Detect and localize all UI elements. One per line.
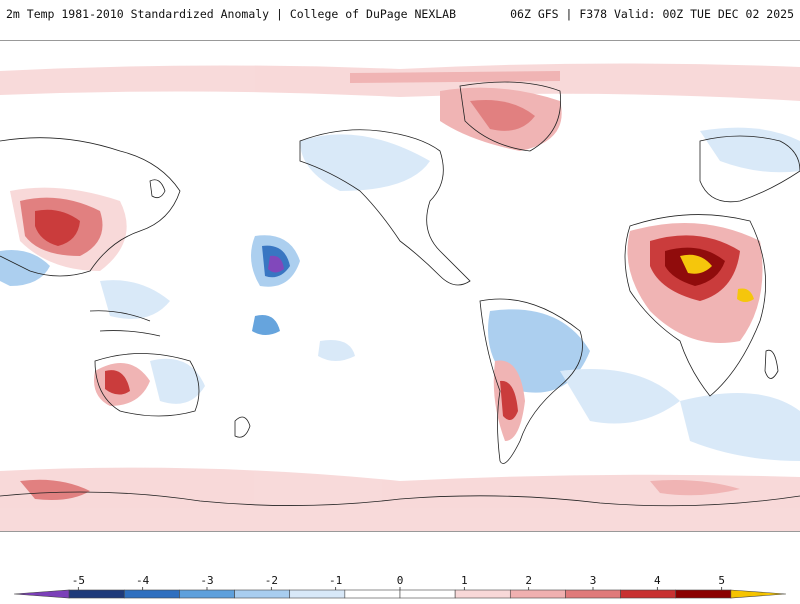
pacific-cool-peak (268, 255, 284, 273)
north-america-coast (299, 129, 471, 286)
arctic-warm-core (350, 71, 560, 83)
colorbar-tick-label: -3 (200, 574, 213, 587)
map-title: 2m Temp 1981-2010 Standardized Anomaly |… (6, 7, 457, 21)
coastlines (0, 81, 800, 507)
japan-coast (149, 179, 166, 199)
colorbar-tick-label: 3 (590, 574, 597, 587)
europe-coast (699, 135, 800, 203)
pacific-cool-3 (318, 340, 355, 361)
colorbar-segment (675, 589, 732, 599)
colorbar-tick-label: -4 (136, 574, 150, 587)
antarctic-core-west (20, 479, 90, 500)
canada-cool (300, 134, 430, 191)
colorbar-segment (234, 589, 291, 599)
colorbar-segment (620, 589, 677, 599)
colorbar-tick-label: 4 (654, 574, 661, 587)
colorbar-tick-label: -2 (265, 574, 278, 587)
madagascar-coast (764, 349, 779, 379)
antarctica-coast (0, 491, 800, 507)
anomaly-field (0, 63, 800, 531)
colorbar-tick-label: 2 (525, 574, 532, 587)
colorbar-segment (509, 589, 566, 599)
colorbar-segment (399, 589, 456, 599)
colorbar-tick-label: -5 (72, 574, 85, 587)
australia-cool (150, 358, 205, 404)
colorbar-tick-label: 0 (397, 574, 404, 587)
colorbar-segment (454, 589, 511, 599)
map-svg (0, 63, 800, 531)
seasia-cool (100, 280, 170, 319)
indonesia-coast (89, 310, 161, 337)
greenland-warm-core (470, 100, 535, 131)
south-atlantic-cool (560, 369, 680, 424)
colorbar-segment (68, 589, 125, 599)
sahel-peak (680, 254, 712, 274)
antarctic-core-east (650, 480, 740, 496)
new-zealand-coast (234, 416, 251, 438)
colorbar-tick-label: -1 (329, 574, 342, 587)
africa-coast (624, 214, 767, 397)
greenland-coast (459, 81, 562, 152)
colorbar-tick-label: 5 (718, 574, 725, 587)
colorbar-segment (565, 589, 621, 599)
tibet-core (35, 209, 80, 246)
south-america-coast (479, 298, 583, 464)
pacific-cool-2 (252, 315, 280, 335)
europe-cool (700, 127, 800, 173)
colorbar-segment (730, 589, 787, 599)
colorbar-segment (179, 589, 235, 599)
colorbar-segment (289, 589, 346, 599)
colorbar-svg: -5 -4 -3 -2 -1 0 1 2 3 4 5 (13, 574, 787, 599)
colorbar: -5 -4 -3 -2 -1 0 1 2 3 4 5 (0, 570, 800, 600)
india-cool (0, 250, 50, 286)
australia-core (105, 370, 130, 395)
argentina-core (500, 380, 518, 420)
model-run-info: 06Z GFS | F378 Valid: 00Z TUE DEC 02 202… (510, 7, 794, 21)
map-header: 2m Temp 1981-2010 Standardized Anomaly |… (0, 0, 800, 30)
antarctic-warm (0, 467, 800, 531)
anomaly-map[interactable] (0, 40, 800, 532)
indian-ocean-cool (680, 393, 800, 461)
colorbar-segment (123, 589, 180, 599)
east-africa-peak (737, 288, 754, 302)
australia-coast (94, 353, 200, 417)
eurasia-coast (0, 137, 181, 277)
colorbar-segment (344, 589, 401, 599)
colorbar-segment (13, 589, 70, 599)
colorbar-tick-label: 1 (461, 574, 468, 587)
